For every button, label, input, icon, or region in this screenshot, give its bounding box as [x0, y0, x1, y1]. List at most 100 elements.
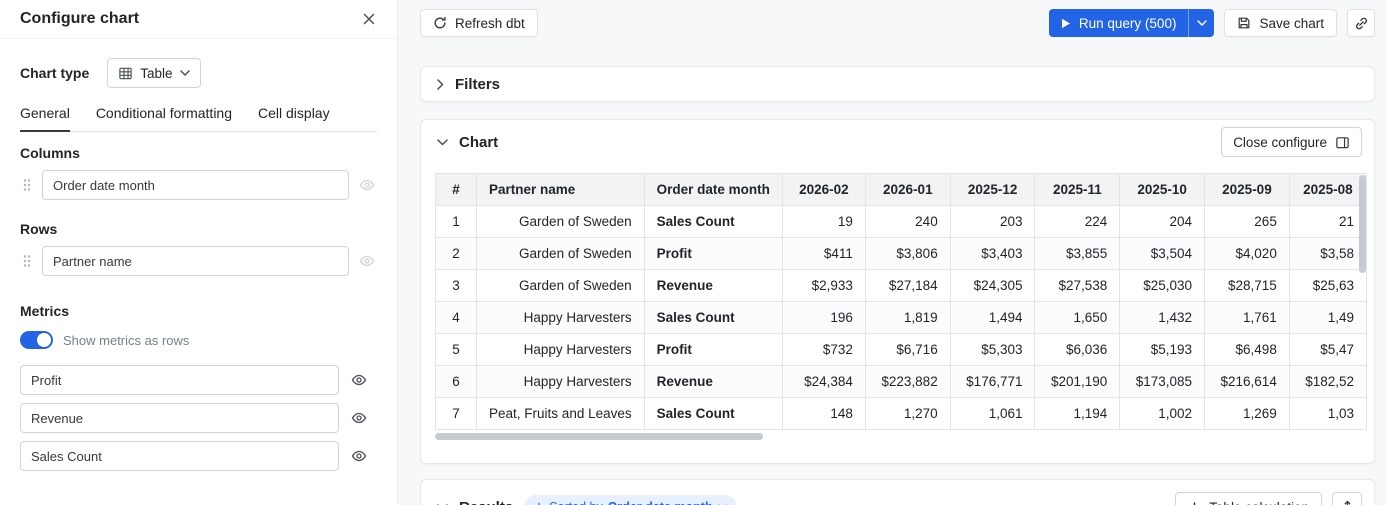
table-cell[interactable]: Garden of Sweden	[476, 237, 645, 270]
table-cell[interactable]: $732	[781, 333, 866, 366]
table-cell[interactable]: Sales Count	[643, 301, 783, 334]
table-cell[interactable]: $3,504	[1119, 237, 1206, 270]
metric-input-sales-count[interactable]	[20, 441, 339, 471]
table-cell[interactable]: $182,52	[1288, 365, 1368, 398]
column-header[interactable]: 2025-08	[1288, 173, 1368, 206]
drag-handle-icon[interactable]	[20, 178, 34, 192]
eye-icon[interactable]	[349, 446, 369, 466]
table-cell[interactable]: $6,498	[1204, 333, 1290, 366]
table-cell[interactable]: 7	[434, 397, 478, 430]
rows-field-input[interactable]	[42, 246, 349, 276]
horizontal-scrollbar[interactable]	[435, 433, 763, 440]
table-cell[interactable]: $3,806	[864, 237, 951, 270]
table-cell[interactable]: Sales Count	[643, 397, 783, 430]
eye-icon[interactable]	[357, 175, 377, 195]
drag-handle-icon[interactable]	[20, 254, 34, 268]
column-header[interactable]: #	[434, 173, 478, 206]
eye-icon[interactable]	[349, 408, 369, 428]
table-cell[interactable]: $223,882	[864, 365, 951, 398]
column-header[interactable]: 2025-10	[1119, 173, 1206, 206]
table-cell[interactable]: 19	[781, 205, 866, 238]
column-header[interactable]: 2025-12	[949, 173, 1036, 206]
tab-conditional-formatting[interactable]: Conditional formatting	[95, 105, 232, 121]
table-cell[interactable]: $5,303	[949, 333, 1036, 366]
table-cell[interactable]: 1,49	[1288, 301, 1368, 334]
metric-input-revenue[interactable]	[20, 403, 339, 433]
chevron-down-icon[interactable]	[437, 138, 448, 146]
table-cell[interactable]: $3,855	[1034, 237, 1121, 270]
table-cell[interactable]: $5,193	[1119, 333, 1206, 366]
chart-type-dropdown[interactable]: Table	[107, 58, 201, 88]
table-cell[interactable]: 224	[1034, 205, 1121, 238]
table-cell[interactable]: $2,933	[781, 269, 866, 302]
tab-general[interactable]: General	[20, 105, 70, 132]
table-cell[interactable]: $216,614	[1204, 365, 1290, 398]
table-cell[interactable]: Garden of Sweden	[476, 269, 645, 302]
vertical-scrollbar[interactable]	[1359, 175, 1366, 273]
column-header[interactable]: 2026-01	[864, 173, 951, 206]
export-results-button[interactable]	[1332, 492, 1362, 505]
chevron-right-icon[interactable]	[437, 78, 444, 90]
table-cell[interactable]: $27,184	[864, 269, 951, 302]
show-metrics-as-rows-toggle[interactable]	[20, 331, 53, 349]
column-header[interactable]: Order date month	[643, 173, 783, 206]
table-cell[interactable]: 1,061	[949, 397, 1036, 430]
table-cell[interactable]: $25,030	[1119, 269, 1206, 302]
table-cell[interactable]: 240	[864, 205, 951, 238]
table-cell[interactable]: Sales Count	[643, 205, 783, 238]
table-cell[interactable]: 1	[434, 205, 478, 238]
table-cell[interactable]: 21	[1288, 205, 1368, 238]
run-query-dropdown-button[interactable]	[1188, 9, 1215, 37]
table-cell[interactable]: $6,716	[864, 333, 951, 366]
table-cell[interactable]: 3	[434, 269, 478, 302]
table-cell[interactable]: 1,494	[949, 301, 1036, 334]
table-cell[interactable]: 196	[781, 301, 866, 334]
table-cell[interactable]: Happy Harvesters	[476, 333, 645, 366]
column-header[interactable]: 2025-09	[1204, 173, 1290, 206]
close-configure-button[interactable]: Close configure	[1221, 127, 1362, 157]
table-cell[interactable]: 1,03	[1288, 397, 1368, 430]
table-cell[interactable]: 1,819	[864, 301, 951, 334]
table-cell[interactable]: Happy Harvesters	[476, 301, 645, 334]
eye-icon[interactable]	[349, 370, 369, 390]
table-cell[interactable]: 5	[434, 333, 478, 366]
table-calculation-button[interactable]: Table calculation	[1175, 492, 1322, 505]
copy-link-button[interactable]	[1347, 9, 1375, 37]
table-cell[interactable]: 1,270	[864, 397, 951, 430]
table-cell[interactable]: 1,432	[1119, 301, 1206, 334]
column-header[interactable]: 2026-02	[781, 173, 866, 206]
table-cell[interactable]: $201,190	[1034, 365, 1121, 398]
table-cell[interactable]: 265	[1204, 205, 1290, 238]
table-cell[interactable]: Profit	[643, 237, 783, 270]
table-cell[interactable]: $25,63	[1288, 269, 1368, 302]
columns-field-input[interactable]	[42, 170, 349, 200]
eye-icon[interactable]	[357, 251, 377, 271]
table-cell[interactable]: 1,002	[1119, 397, 1206, 430]
table-cell[interactable]: $173,085	[1119, 365, 1206, 398]
table-cell[interactable]: $3,58	[1288, 237, 1368, 270]
table-cell[interactable]: 2	[434, 237, 478, 270]
metric-input-profit[interactable]	[20, 365, 339, 395]
table-cell[interactable]: 204	[1119, 205, 1206, 238]
table-cell[interactable]: 6	[434, 365, 478, 398]
sorted-by-pill[interactable]: Sorted by Order date month	[524, 495, 737, 505]
table-cell[interactable]: $24,384	[781, 365, 866, 398]
table-cell[interactable]: Revenue	[643, 365, 783, 398]
table-cell[interactable]: $28,715	[1204, 269, 1290, 302]
table-cell[interactable]: $6,036	[1034, 333, 1121, 366]
close-panel-button[interactable]	[361, 11, 377, 27]
table-cell[interactable]: 1,650	[1034, 301, 1121, 334]
refresh-dbt-button[interactable]: Refresh dbt	[420, 9, 538, 37]
table-cell[interactable]: Profit	[643, 333, 783, 366]
table-cell[interactable]: $24,305	[949, 269, 1036, 302]
save-chart-button[interactable]: Save chart	[1224, 9, 1337, 37]
filters-section[interactable]: Filters	[420, 66, 1375, 102]
table-cell[interactable]: 1,269	[1204, 397, 1290, 430]
table-cell[interactable]: $27,538	[1034, 269, 1121, 302]
column-header[interactable]: Partner name	[476, 173, 645, 206]
table-cell[interactable]: $3,403	[949, 237, 1036, 270]
table-cell[interactable]: 1,761	[1204, 301, 1290, 334]
table-cell[interactable]: 4	[434, 301, 478, 334]
table-cell[interactable]: $5,47	[1288, 333, 1368, 366]
table-cell[interactable]: 203	[949, 205, 1036, 238]
